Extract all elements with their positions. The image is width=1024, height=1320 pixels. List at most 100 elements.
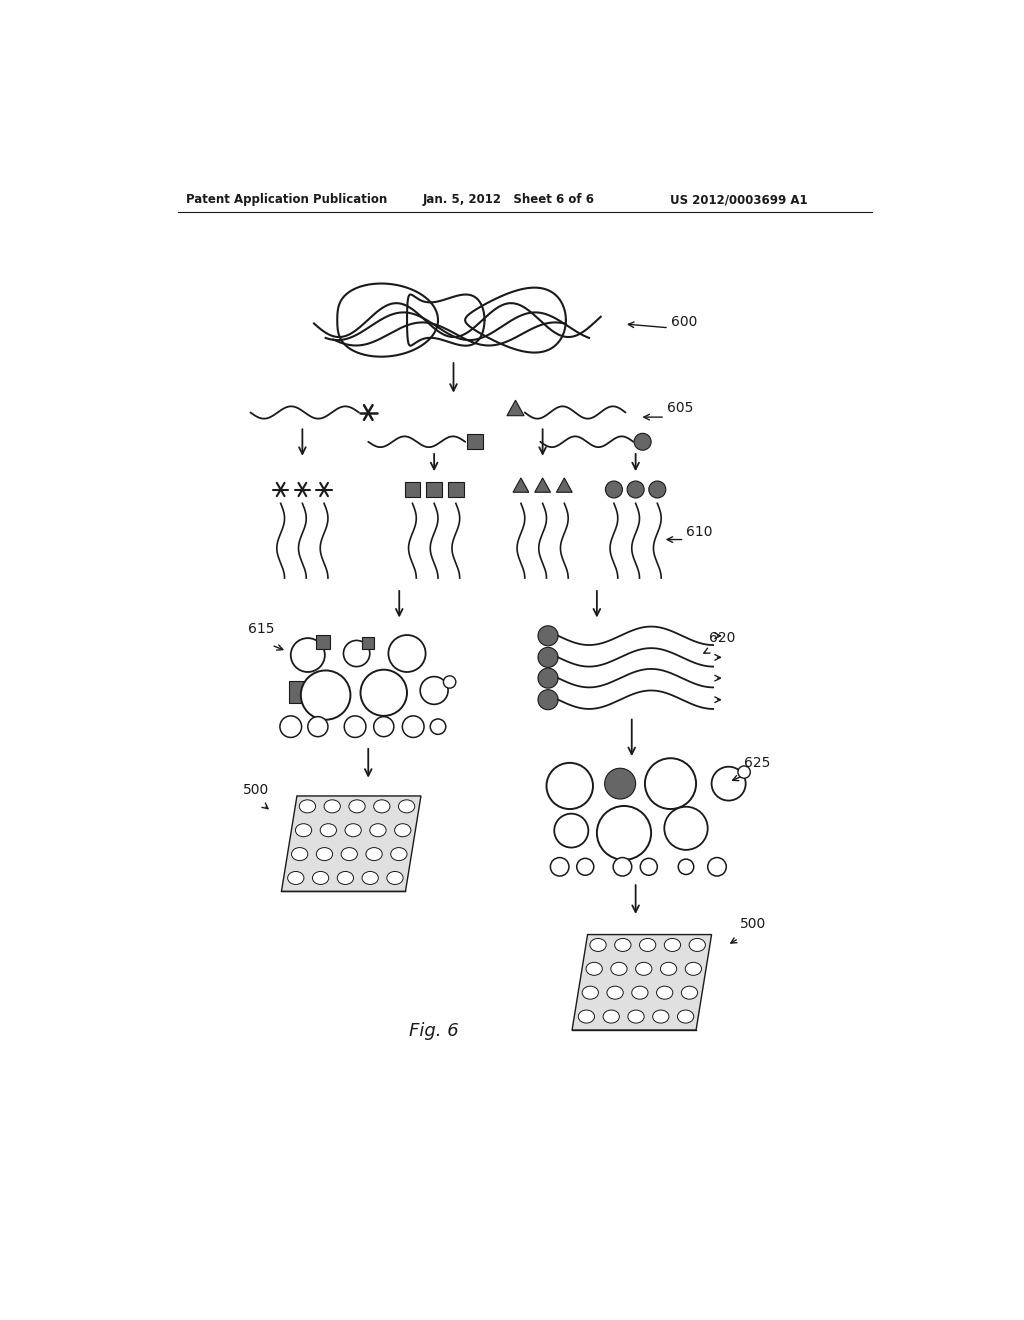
- Polygon shape: [535, 478, 551, 492]
- Ellipse shape: [374, 800, 390, 813]
- Text: Patent Application Publication: Patent Application Publication: [186, 193, 387, 206]
- Text: US 2012/0003699 A1: US 2012/0003699 A1: [671, 193, 808, 206]
- Ellipse shape: [391, 847, 407, 861]
- Ellipse shape: [611, 962, 627, 975]
- Text: 500: 500: [243, 783, 269, 797]
- Ellipse shape: [583, 986, 598, 999]
- Circle shape: [308, 717, 328, 737]
- Ellipse shape: [660, 962, 677, 975]
- Text: Fig. 6: Fig. 6: [409, 1022, 459, 1040]
- Ellipse shape: [640, 939, 655, 952]
- Ellipse shape: [288, 871, 304, 884]
- Ellipse shape: [295, 824, 311, 837]
- Circle shape: [640, 858, 657, 875]
- Circle shape: [538, 668, 558, 688]
- Ellipse shape: [681, 986, 697, 999]
- Circle shape: [604, 768, 636, 799]
- Polygon shape: [572, 935, 712, 1030]
- Ellipse shape: [665, 939, 681, 952]
- Ellipse shape: [685, 962, 701, 975]
- Ellipse shape: [387, 871, 403, 884]
- Circle shape: [291, 638, 325, 672]
- Circle shape: [420, 677, 449, 705]
- Polygon shape: [316, 635, 331, 649]
- Ellipse shape: [366, 847, 382, 861]
- Text: 625: 625: [744, 755, 770, 770]
- Ellipse shape: [292, 847, 308, 861]
- Ellipse shape: [362, 871, 378, 884]
- Circle shape: [301, 671, 350, 719]
- Polygon shape: [362, 636, 375, 649]
- Circle shape: [708, 858, 726, 876]
- Circle shape: [430, 719, 445, 734]
- Text: 605: 605: [667, 401, 693, 416]
- Circle shape: [538, 647, 558, 668]
- Ellipse shape: [603, 1010, 620, 1023]
- Text: 610: 610: [686, 525, 713, 539]
- Ellipse shape: [632, 986, 648, 999]
- Ellipse shape: [579, 1010, 595, 1023]
- Circle shape: [374, 717, 394, 737]
- Circle shape: [280, 715, 302, 738]
- Ellipse shape: [607, 986, 624, 999]
- Ellipse shape: [628, 1010, 644, 1023]
- Polygon shape: [449, 482, 464, 498]
- Circle shape: [738, 766, 751, 779]
- Circle shape: [538, 689, 558, 710]
- Circle shape: [547, 763, 593, 809]
- Ellipse shape: [652, 1010, 669, 1023]
- Ellipse shape: [312, 871, 329, 884]
- Circle shape: [665, 807, 708, 850]
- Ellipse shape: [349, 800, 366, 813]
- Ellipse shape: [678, 1010, 693, 1023]
- Polygon shape: [467, 434, 483, 449]
- Text: 600: 600: [671, 315, 697, 329]
- Text: 615: 615: [248, 623, 274, 636]
- Ellipse shape: [636, 962, 652, 975]
- Ellipse shape: [689, 939, 706, 952]
- Circle shape: [645, 758, 696, 809]
- Ellipse shape: [324, 800, 340, 813]
- Ellipse shape: [614, 939, 631, 952]
- Polygon shape: [404, 482, 420, 498]
- Circle shape: [538, 626, 558, 645]
- Circle shape: [613, 858, 632, 876]
- Circle shape: [343, 640, 370, 667]
- Text: 500: 500: [740, 917, 767, 932]
- Polygon shape: [426, 482, 442, 498]
- Circle shape: [605, 480, 623, 498]
- Polygon shape: [289, 681, 311, 702]
- Ellipse shape: [299, 800, 315, 813]
- Circle shape: [443, 676, 456, 688]
- Circle shape: [550, 858, 569, 876]
- Ellipse shape: [345, 824, 361, 837]
- Ellipse shape: [394, 824, 411, 837]
- Circle shape: [712, 767, 745, 800]
- Circle shape: [360, 669, 407, 715]
- Ellipse shape: [656, 986, 673, 999]
- Circle shape: [634, 433, 651, 450]
- Ellipse shape: [341, 847, 357, 861]
- Circle shape: [678, 859, 693, 874]
- Ellipse shape: [586, 962, 602, 975]
- Circle shape: [627, 480, 644, 498]
- Circle shape: [554, 813, 589, 847]
- Circle shape: [597, 807, 651, 859]
- Polygon shape: [556, 478, 572, 492]
- Circle shape: [344, 715, 366, 738]
- Circle shape: [649, 480, 666, 498]
- Text: Jan. 5, 2012   Sheet 6 of 6: Jan. 5, 2012 Sheet 6 of 6: [423, 193, 595, 206]
- Ellipse shape: [590, 939, 606, 952]
- Ellipse shape: [337, 871, 353, 884]
- Polygon shape: [507, 400, 524, 416]
- Ellipse shape: [316, 847, 333, 861]
- Ellipse shape: [321, 824, 337, 837]
- Ellipse shape: [370, 824, 386, 837]
- Polygon shape: [282, 796, 421, 891]
- Text: 620: 620: [710, 631, 735, 645]
- Ellipse shape: [398, 800, 415, 813]
- Polygon shape: [513, 478, 528, 492]
- Circle shape: [388, 635, 426, 672]
- Circle shape: [577, 858, 594, 875]
- Circle shape: [402, 715, 424, 738]
